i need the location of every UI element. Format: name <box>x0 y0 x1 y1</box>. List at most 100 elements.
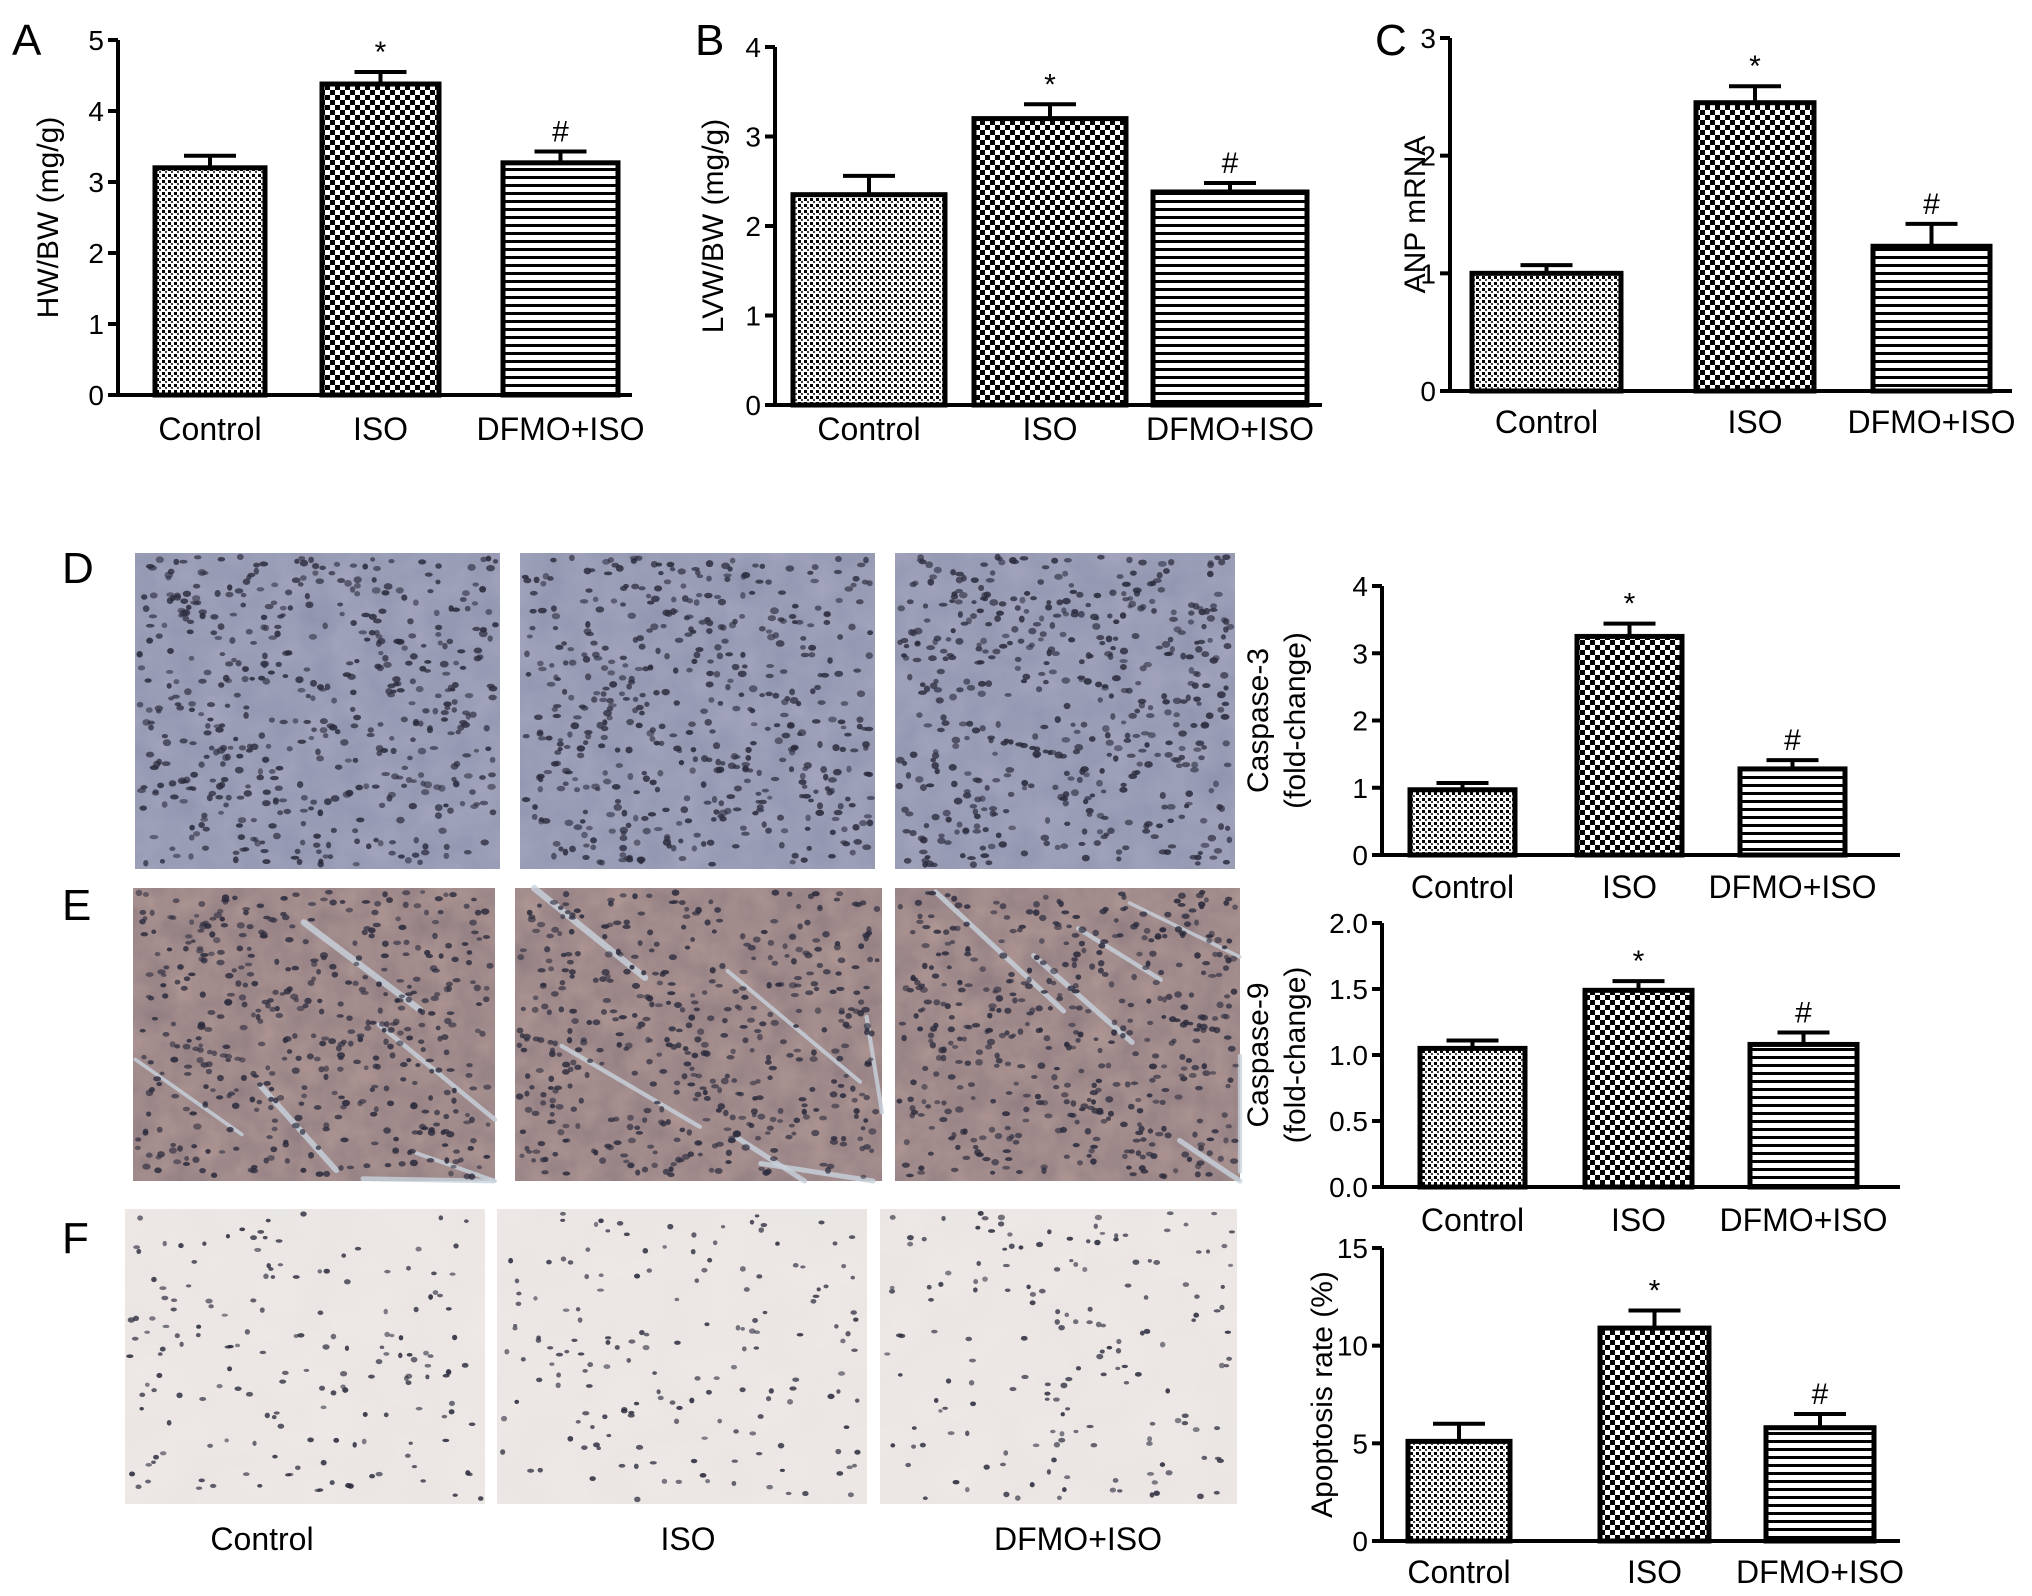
micrograph-nucleus <box>689 1066 695 1071</box>
micrograph-nucleus <box>673 1137 681 1143</box>
micrograph-nucleus <box>920 1007 926 1012</box>
micrograph-nucleus <box>766 663 775 669</box>
micrograph-nucleus <box>704 718 713 726</box>
micrograph-nucleus <box>777 814 785 821</box>
micrograph-nucleus <box>466 1063 473 1068</box>
micrograph-nucleus <box>863 814 873 819</box>
micrograph-nucleus <box>755 791 762 796</box>
micrograph-nucleus <box>646 893 653 899</box>
micrograph-nucleus <box>998 841 1007 848</box>
micrograph-nucleus <box>1206 570 1214 578</box>
micrograph-nucleus <box>368 1020 377 1025</box>
micrograph-nucleus <box>852 1008 860 1014</box>
micrograph-nucleus <box>1075 1005 1083 1011</box>
micrograph-nucleus <box>1051 651 1060 657</box>
micrograph-nucleus <box>689 767 696 774</box>
micrograph-nucleus <box>1128 712 1137 719</box>
micrograph-nucleus <box>980 637 988 645</box>
micrograph-nucleus <box>1032 622 1042 627</box>
micrograph-nucleus <box>381 940 389 947</box>
micrograph-nucleus <box>273 832 281 840</box>
micrograph-nucleus <box>1161 693 1168 700</box>
micrograph-nucleus <box>706 839 715 846</box>
micrograph-nucleus <box>815 809 825 816</box>
x-tick-label-dfmo-iso: DFMO+ISO <box>1146 411 1314 447</box>
micrograph-nucleus <box>573 908 581 913</box>
micrograph-nucleus <box>342 1387 349 1393</box>
micrograph-nucleus <box>738 692 745 697</box>
micrograph-nucleus <box>1146 581 1155 587</box>
micrograph-nucleus <box>667 1223 674 1230</box>
micrograph-nucleus <box>903 1139 910 1146</box>
micrograph-nucleus <box>1059 796 1069 801</box>
micrograph-nucleus <box>443 1049 450 1056</box>
micrograph-nucleus <box>235 660 242 667</box>
micrograph-nucleus <box>731 844 740 849</box>
micrograph-nucleus <box>1213 1490 1220 1495</box>
micrograph-nucleus <box>552 713 562 719</box>
micrograph-nucleus <box>409 1159 418 1167</box>
micrograph-nucleus <box>928 655 937 662</box>
micrograph-nucleus <box>166 683 172 689</box>
micrograph-nucleus <box>263 1081 271 1086</box>
micrograph-nucleus <box>679 1007 686 1013</box>
bar-iso <box>1693 100 1817 394</box>
micrograph-nucleus <box>618 1015 627 1020</box>
micrograph-nucleus <box>755 1079 761 1084</box>
micrograph-nucleus <box>1132 733 1141 739</box>
micrograph-nucleus <box>1106 752 1112 757</box>
micrograph-nucleus <box>897 904 903 910</box>
micrograph-nucleus <box>444 1017 452 1025</box>
micrograph-nucleus <box>147 995 155 1001</box>
micrograph-nucleus <box>390 747 397 755</box>
bar-dfmo-iso <box>1150 189 1310 408</box>
micrograph-nucleus <box>515 1093 524 1100</box>
micrograph-nucleus <box>944 1108 952 1115</box>
micrograph-nucleus <box>159 1451 167 1456</box>
micrograph-nucleus <box>971 600 977 605</box>
micrograph-nucleus <box>995 995 1004 1002</box>
micrograph-nucleus <box>616 1221 624 1226</box>
micrograph-nucleus <box>675 1156 683 1163</box>
micrograph-nucleus <box>438 953 444 959</box>
micrograph-nucleus <box>205 1148 211 1154</box>
micrograph-nucleus <box>602 719 608 726</box>
micrograph-nucleus <box>1087 1306 1093 1312</box>
micrograph-nucleus <box>485 608 493 616</box>
micrograph-nucleus <box>1056 995 1064 1002</box>
micrograph-nucleus <box>779 712 789 718</box>
micrograph-nucleus <box>377 840 384 847</box>
micrograph-nucleus <box>515 1301 522 1306</box>
micrograph-nucleus <box>225 1233 231 1239</box>
micrograph-nucleus <box>1054 751 1063 759</box>
micrograph-nucleus <box>1070 1100 1077 1107</box>
micrograph-nucleus <box>918 690 927 695</box>
micrograph-nucleus <box>933 687 943 693</box>
micrograph-nucleus <box>984 1029 990 1035</box>
micrograph-nucleus <box>813 1107 820 1112</box>
micrograph-nucleus <box>964 983 973 988</box>
micrograph-nucleus <box>464 692 474 699</box>
micrograph-nucleus <box>1188 1072 1197 1078</box>
micrograph-nucleus <box>680 924 687 930</box>
micrograph-nucleus <box>1173 712 1180 718</box>
micrograph-nucleus <box>408 633 417 639</box>
micrograph-nucleus <box>802 793 812 799</box>
micrograph-nucleus <box>747 706 753 712</box>
micrograph-nucleus <box>1101 684 1109 689</box>
micrograph-nucleus <box>442 1438 450 1443</box>
micrograph-nucleus <box>526 634 533 639</box>
micrograph-nucleus <box>270 600 278 606</box>
micrograph-nucleus <box>1046 1469 1052 1475</box>
micrograph-nucleus <box>190 771 199 778</box>
micrograph-nucleus <box>1146 998 1152 1004</box>
micrograph-nucleus <box>474 909 482 916</box>
micrograph-nucleus <box>767 795 773 800</box>
micrograph-nucleus <box>441 1414 448 1419</box>
micrograph-nucleus <box>906 599 914 605</box>
micrograph-nucleus <box>1099 641 1106 646</box>
micrograph-nucleus <box>536 921 546 928</box>
micrograph-nucleus <box>789 859 796 865</box>
micrograph-nucleus <box>304 592 310 600</box>
micrograph-nucleus <box>606 1433 612 1438</box>
